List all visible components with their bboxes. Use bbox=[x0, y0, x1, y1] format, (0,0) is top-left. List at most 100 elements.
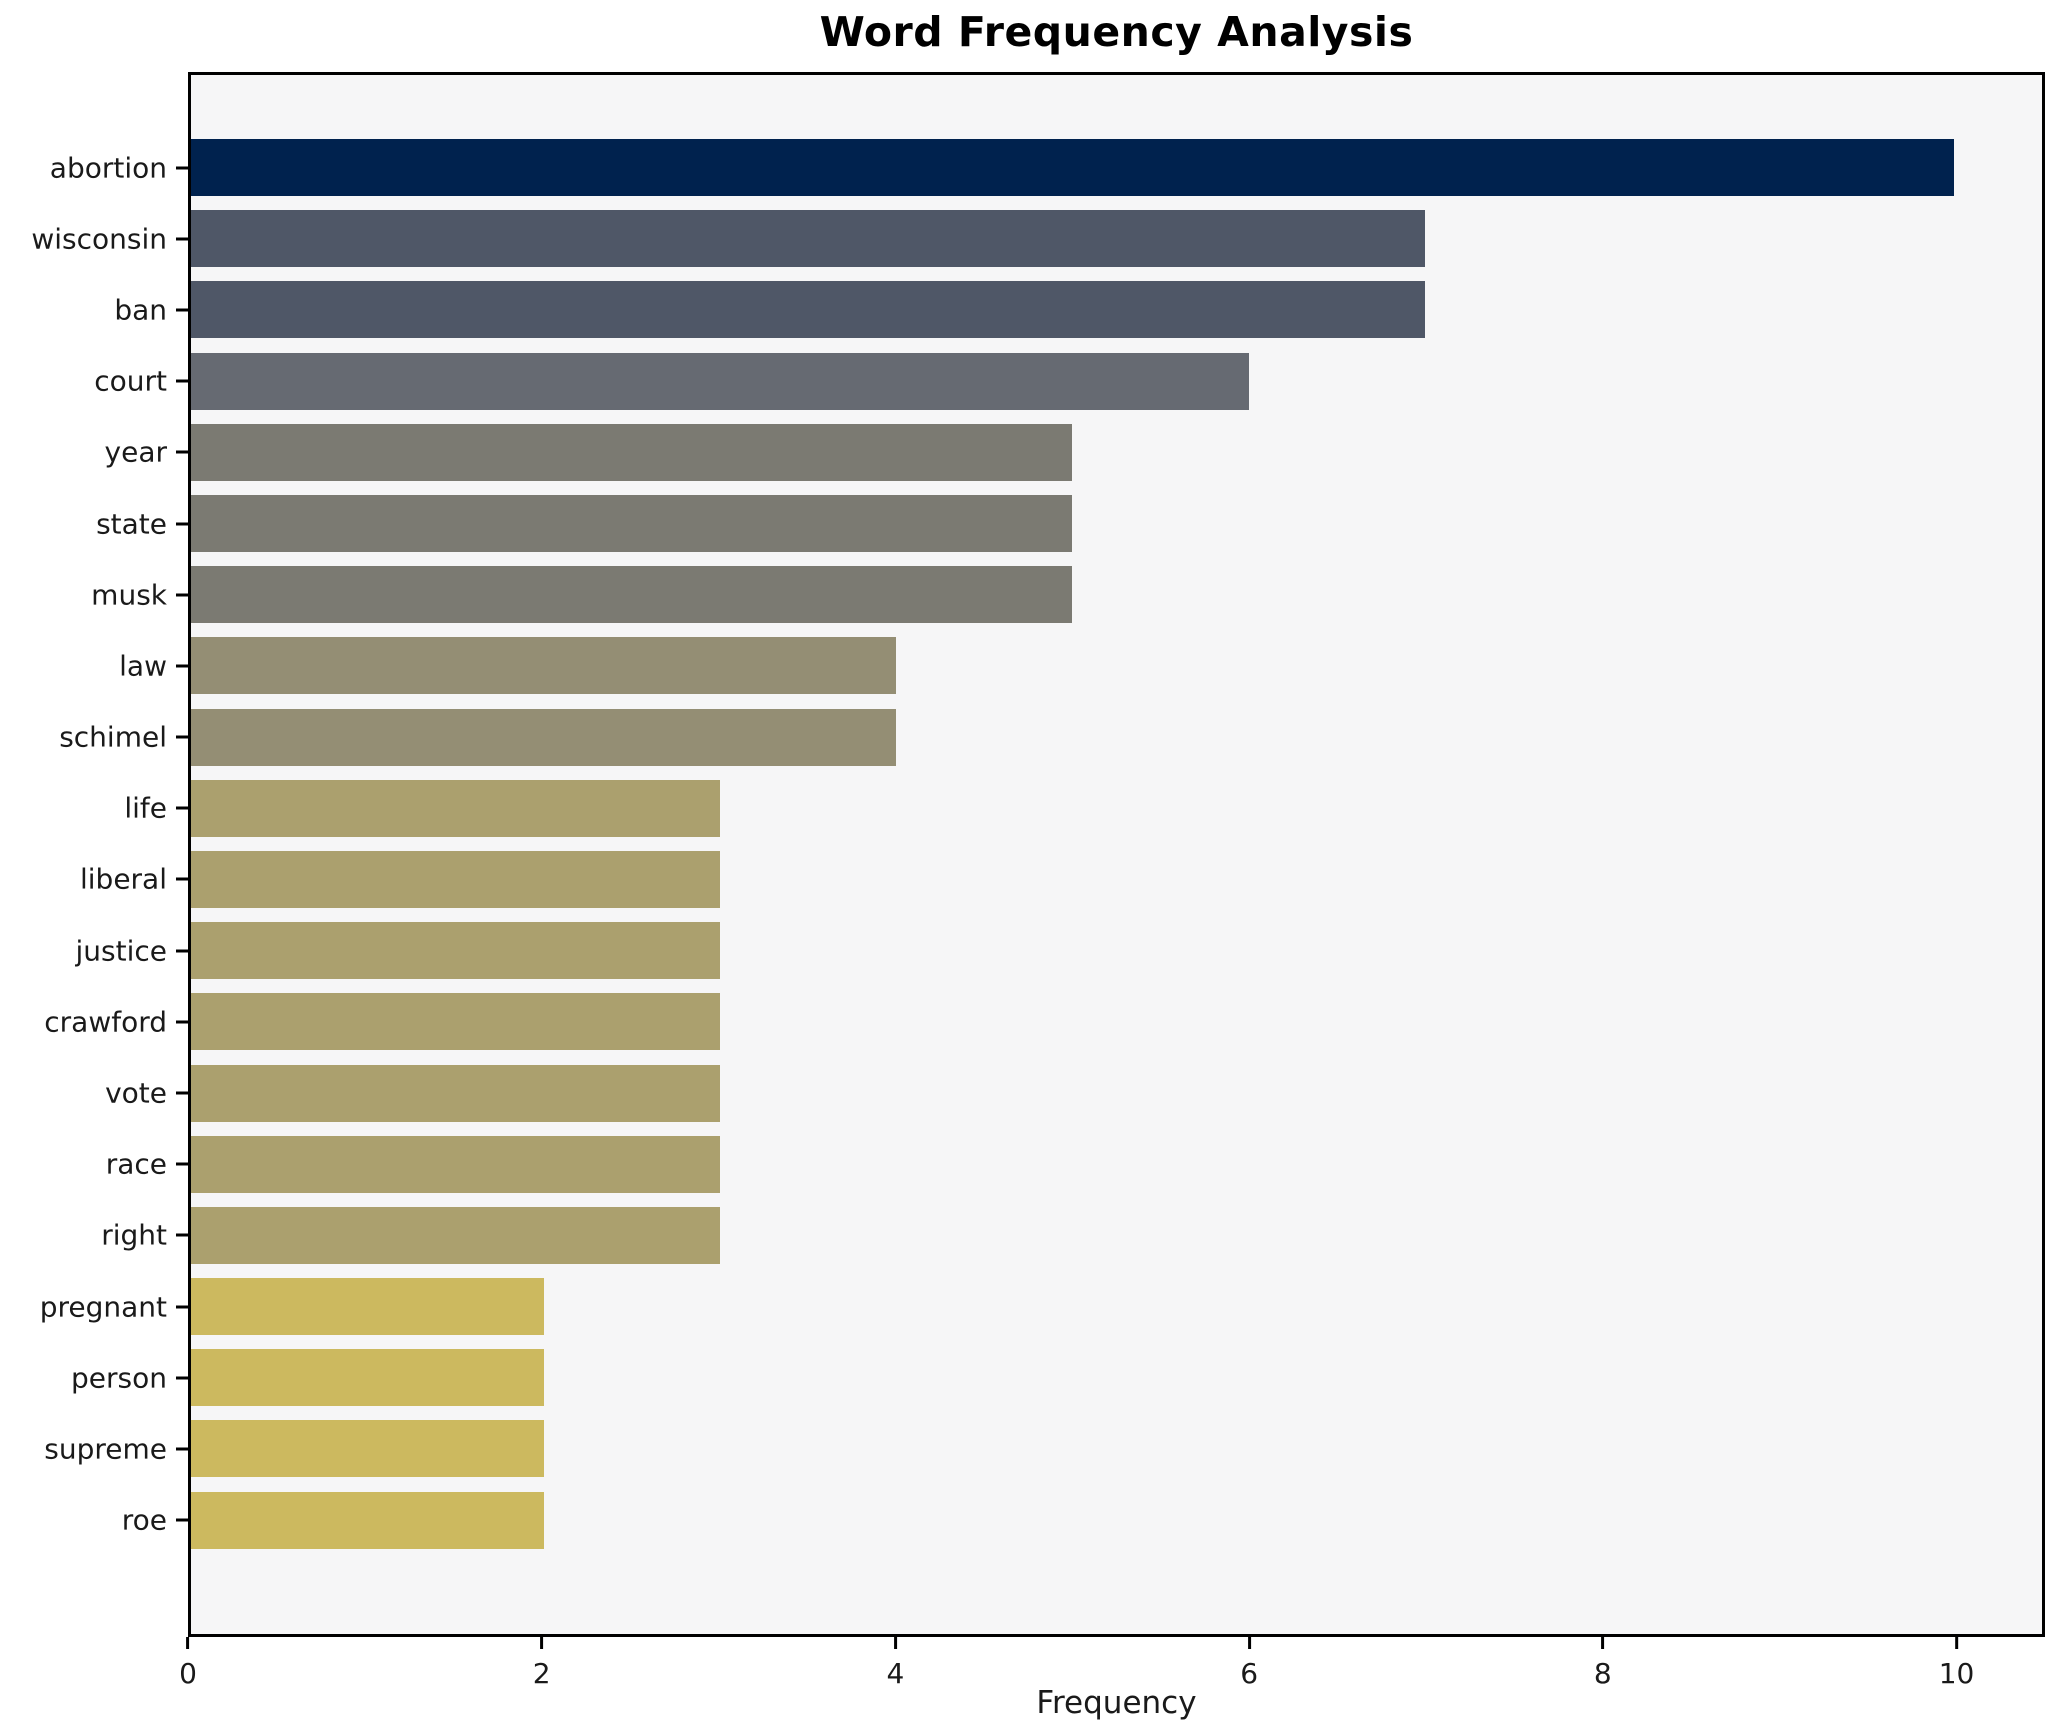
x-tick-label: 0 bbox=[179, 1657, 197, 1690]
bar-schimel bbox=[191, 708, 897, 766]
bar-row: ban bbox=[114, 274, 2042, 345]
y-tick-label: justice bbox=[75, 934, 168, 968]
y-tick-mark bbox=[176, 949, 188, 953]
y-tick-label: supreme bbox=[44, 1432, 167, 1466]
bar-row: state bbox=[96, 488, 2042, 559]
y-tick-mark bbox=[176, 166, 188, 170]
y-tick-mark bbox=[176, 522, 188, 526]
y-tick-label: schimel bbox=[59, 720, 167, 754]
bar-row: vote bbox=[105, 1057, 2042, 1128]
x-tick: 10 bbox=[1938, 1637, 1975, 1690]
bar-row: wisconsin bbox=[31, 203, 2042, 274]
x-tick-mark bbox=[893, 1637, 897, 1649]
bar-ban bbox=[191, 281, 1425, 339]
bar-law bbox=[191, 637, 897, 695]
bar-court bbox=[191, 352, 1249, 410]
y-tick-mark bbox=[176, 806, 188, 810]
bar-row: court bbox=[94, 346, 2042, 417]
x-tick: 2 bbox=[533, 1637, 551, 1690]
x-tick-mark bbox=[1955, 1637, 1959, 1649]
x-tick-mark bbox=[1601, 1637, 1605, 1649]
x-tick-mark bbox=[1247, 1637, 1251, 1649]
x-tick: 8 bbox=[1594, 1637, 1612, 1690]
x-tick: 6 bbox=[1240, 1637, 1258, 1690]
bar-row: musk bbox=[91, 559, 2042, 630]
y-tick-label: state bbox=[96, 507, 167, 541]
x-tick-label: 2 bbox=[532, 1657, 551, 1690]
bar-crawford bbox=[191, 993, 720, 1051]
y-tick-mark bbox=[176, 237, 188, 241]
bar-row: year bbox=[105, 417, 2042, 488]
bar-vote bbox=[191, 1064, 720, 1122]
y-tick-mark bbox=[176, 1305, 188, 1309]
chart-title: Word Frequency Analysis bbox=[819, 8, 1414, 56]
y-tick-mark bbox=[176, 1376, 188, 1380]
bar-roe bbox=[191, 1491, 544, 1549]
y-tick-mark bbox=[176, 1518, 188, 1522]
bar-row: abortion bbox=[50, 132, 2042, 203]
bar-abortion bbox=[191, 139, 1954, 197]
y-tick-label: ban bbox=[114, 293, 167, 327]
y-tick-label: law bbox=[119, 649, 167, 683]
y-tick-label: liberal bbox=[79, 862, 167, 896]
y-tick-label: right bbox=[101, 1218, 167, 1252]
y-tick-mark bbox=[176, 1091, 188, 1095]
bar-row: liberal bbox=[80, 844, 2042, 915]
bar-row: person bbox=[71, 1342, 2042, 1413]
x-tick: 4 bbox=[886, 1637, 905, 1690]
bar-row: justice bbox=[76, 915, 2042, 986]
x-tick-label: 6 bbox=[1240, 1657, 1259, 1690]
x-tick-mark bbox=[186, 1637, 190, 1649]
bar-supreme bbox=[191, 1420, 544, 1478]
bar-row: right bbox=[101, 1200, 2042, 1271]
x-tick-label: 4 bbox=[886, 1657, 905, 1690]
bar-row: race bbox=[106, 1129, 2042, 1200]
bar-wisconsin bbox=[191, 210, 1425, 268]
y-tick-mark bbox=[176, 735, 188, 739]
y-tick-mark bbox=[176, 1233, 188, 1237]
bar-race bbox=[191, 1135, 720, 1193]
x-tick-label: 8 bbox=[1593, 1657, 1612, 1690]
y-tick-label: year bbox=[104, 435, 167, 469]
y-tick-mark bbox=[176, 450, 188, 454]
x-axis-title: Frequency bbox=[1036, 1685, 1197, 1721]
y-tick-label: person bbox=[71, 1361, 167, 1395]
y-tick-mark bbox=[176, 379, 188, 383]
bar-right bbox=[191, 1206, 720, 1264]
y-tick-label: pregnant bbox=[39, 1290, 167, 1324]
x-tick-mark bbox=[540, 1637, 544, 1649]
bar-row: law bbox=[119, 630, 2042, 701]
bar-row: pregnant bbox=[40, 1271, 2042, 1342]
y-tick-mark bbox=[176, 664, 188, 668]
bar-musk bbox=[191, 566, 1073, 624]
bar-person bbox=[191, 1349, 544, 1407]
y-tick-mark bbox=[176, 1447, 188, 1451]
bar-row: crawford bbox=[44, 986, 2042, 1057]
bar-row: schimel bbox=[59, 702, 2042, 773]
x-tick-label: 10 bbox=[1938, 1657, 1975, 1690]
plot-area: abortion wisconsin ban court year state musk la… bbox=[31, 72, 2045, 1637]
y-tick-label: life bbox=[124, 791, 167, 825]
x-tick: 0 bbox=[179, 1637, 197, 1690]
bar-justice bbox=[191, 922, 720, 980]
bar-row: supreme bbox=[44, 1413, 2042, 1484]
y-tick-label: crawford bbox=[44, 1005, 167, 1039]
y-tick-label: race bbox=[105, 1147, 167, 1181]
y-tick-mark bbox=[176, 593, 188, 597]
bar-liberal bbox=[191, 850, 720, 908]
y-tick-mark bbox=[176, 1020, 188, 1024]
y-tick-mark bbox=[176, 1162, 188, 1166]
y-tick-label: musk bbox=[91, 578, 167, 612]
y-tick-mark bbox=[176, 877, 188, 881]
y-tick-label: abortion bbox=[49, 151, 167, 185]
bar-rows: abortion wisconsin ban court year state musk la… bbox=[31, 132, 2042, 1556]
bar-year bbox=[191, 423, 1073, 481]
y-tick-label: vote bbox=[105, 1076, 167, 1110]
y-tick-mark bbox=[176, 308, 188, 312]
bar-row: roe bbox=[122, 1485, 2042, 1556]
bar-row: life bbox=[124, 773, 2042, 844]
y-tick-label: wisconsin bbox=[31, 222, 167, 256]
bar-life bbox=[191, 779, 720, 837]
bar-state bbox=[191, 495, 1073, 553]
